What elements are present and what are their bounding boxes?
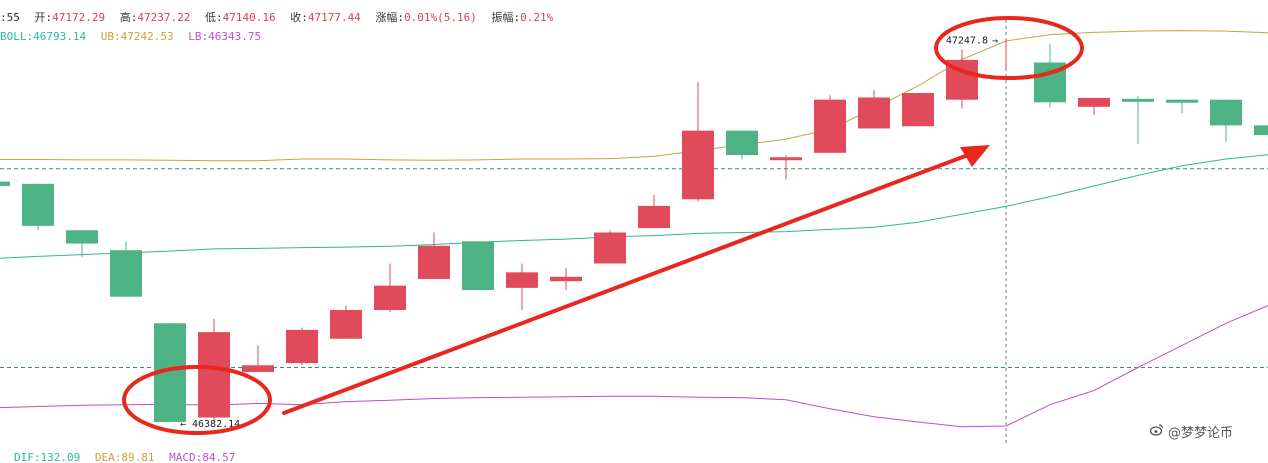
candle-body [374,285,406,310]
candle-body [594,232,626,264]
amplitude-label: 振幅: [491,11,521,24]
candle [506,263,538,310]
candle [726,130,758,160]
candle [770,155,802,180]
boll-lo-value: 46343.75 [208,30,262,43]
open-label: 开: [34,11,53,24]
high-price-arrow-icon: → [992,36,998,47]
dea-value: 89.81 [121,451,155,463]
watermark: @梦梦论币 [1149,422,1234,441]
candle-body [726,130,758,156]
candle [242,345,274,372]
watermark-text: @梦梦论币 [1168,426,1234,441]
boll-mid-label: BOLL: [0,30,34,43]
boll-mid-value: 46793.14 [33,30,87,43]
weibo-icon [1149,423,1164,441]
boll-up-label: UB: [100,30,121,43]
candle [286,327,318,366]
reference-lines [0,20,1268,445]
candle-body [506,272,538,288]
candle [418,232,450,279]
dif-label: DIF: [14,451,41,463]
candle [858,89,890,129]
candle-body [286,329,318,364]
candle [550,267,582,291]
candle [638,194,670,229]
candle [1078,97,1110,116]
high-highlight-circle [934,16,1084,80]
low-price-arrow-icon: ← [180,419,186,430]
boll-info-bar: BOLL:46793.14 UB:47242.53 LB:46343.75 [0,30,269,46]
candle [814,95,846,153]
candle-body [1166,99,1198,103]
candle [374,263,406,313]
amplitude-value: 0.21% [520,11,554,24]
candle [682,81,714,202]
candle-body [902,93,934,127]
time-fragment: :55 [0,11,20,24]
candle-body [462,241,494,291]
candle [1254,125,1268,136]
high-price-label: 47247.8 [946,36,988,47]
candle-body [858,97,890,129]
dea-label: DEA: [94,451,122,463]
candle [902,93,934,127]
candle [198,318,230,422]
candle-body [814,99,846,153]
candle-body [242,365,274,372]
low-price-label: 46382.14 [192,419,240,430]
candle [594,230,626,264]
high-value: 47237.22 [137,11,191,24]
candle [110,241,142,297]
low-label: 低: [204,11,223,24]
macd-value: 84.57 [202,451,236,463]
candle-body [198,332,230,418]
candle [1210,99,1242,142]
candle-body [682,130,714,200]
candle [1122,96,1154,144]
candle-body [550,276,582,282]
macd-label: MACD: [169,451,203,463]
candle-body [1122,98,1154,102]
candle-body [110,250,142,297]
open-value: 47172.29 [52,11,106,24]
candle-body [66,230,98,244]
boll-middle-line [0,154,1268,259]
high-label: 高: [119,11,138,24]
candle-body [418,245,450,279]
boll-lo-label: LB: [188,30,209,43]
candle [462,241,494,291]
candle [66,230,98,257]
candles [0,38,1268,422]
macd-info-bar: DIF:132.09 DEA:89.81 MACD:84.57 [14,451,243,463]
candle-body [330,309,362,339]
candle-body [0,181,10,187]
close-value: 47177.44 [307,11,361,24]
candle-body [638,205,670,229]
change-label: 涨幅: [375,11,405,24]
candle [330,305,362,339]
candle-body [1078,97,1110,107]
trend-arrow-shaft [282,153,970,415]
ohlc-info-bar: :55 开:47172.29 高:47237.22 低:47140.16 收:4… [0,9,561,25]
candle [0,181,10,187]
candle [946,49,978,109]
annotation-overlay: 47247.8 → ← 46382.14 [122,16,1084,435]
candle-body [1254,125,1268,136]
trend-arrow-head-icon [960,145,990,167]
low-highlight-circle [122,365,272,435]
close-label: 收: [290,11,308,24]
boll-up-value: 47242.53 [120,30,174,43]
dif-value: 132.09 [40,451,81,463]
boll-upper-line [0,30,1268,162]
candle [22,183,54,231]
candle-body [22,183,54,226]
candle-body [770,157,802,161]
low-value: 47140.16 [222,11,276,24]
change-value: 0.01%(5.16) [404,11,477,24]
candle [1166,99,1198,113]
candle-body [1210,99,1242,126]
